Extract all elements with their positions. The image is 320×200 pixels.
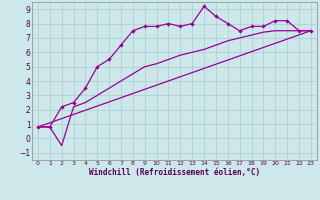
X-axis label: Windchill (Refroidissement éolien,°C): Windchill (Refroidissement éolien,°C) xyxy=(89,168,260,177)
